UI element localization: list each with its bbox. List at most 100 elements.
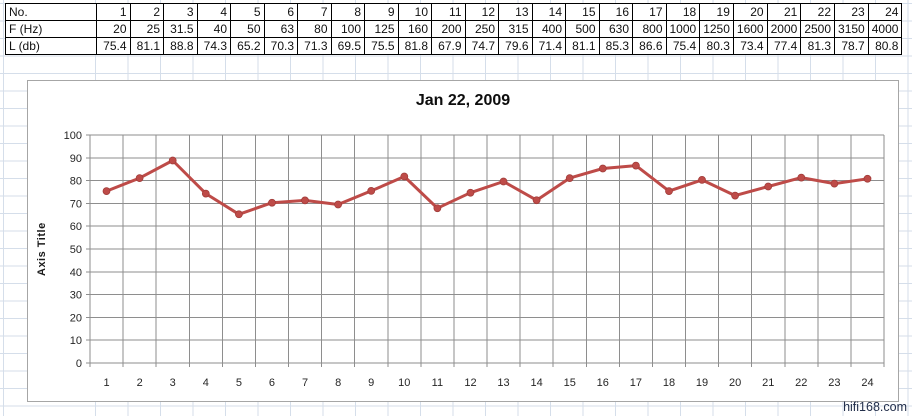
table-cell[interactable]: 25 <box>129 20 164 38</box>
data-point-marker[interactable] <box>102 187 111 195</box>
data-point-marker[interactable] <box>731 191 739 200</box>
y-axis-title[interactable]: Axis Title <box>36 222 48 276</box>
table-cell[interactable]: 50 <box>230 20 265 38</box>
table-cell[interactable]: 80.3 <box>699 37 734 55</box>
table-cell[interactable]: 40 <box>196 20 231 38</box>
table-cell[interactable]: 3 <box>163 3 198 21</box>
table-cell[interactable]: 200 <box>431 20 466 38</box>
table-cell[interactable]: 2 <box>129 3 164 21</box>
data-point-marker[interactable] <box>532 196 541 205</box>
chart[interactable]: 0 10 20 30 40 50 60 70 80 90 100 1 2 3 4 5 6 7 8 9 10 11 12 13 1… <box>27 80 899 402</box>
table-cell[interactable]: 2500 <box>800 20 836 38</box>
table-cell[interactable]: 88.8 <box>163 37 198 55</box>
table-cell[interactable]: 20 <box>732 3 768 21</box>
table-cell[interactable]: 10 <box>397 3 432 21</box>
table-cell[interactable]: 24 <box>867 3 903 21</box>
table-cell[interactable]: 75.4 <box>96 37 131 55</box>
table-cell[interactable]: 19 <box>699 3 734 21</box>
table-cell[interactable]: 80.8 <box>867 37 903 55</box>
data-point-marker[interactable] <box>466 188 475 197</box>
table-cell[interactable]: 67.9 <box>431 37 466 55</box>
row-label-cell[interactable]: No. <box>5 3 97 21</box>
data-point-marker[interactable] <box>201 189 210 198</box>
table-cell[interactable]: 7 <box>297 3 332 21</box>
table-cell[interactable]: 80 <box>297 20 332 38</box>
table-cell[interactable]: 81.1 <box>565 37 600 55</box>
table-cell[interactable]: 21 <box>766 3 802 21</box>
table-cell[interactable]: 8 <box>330 3 365 21</box>
table-cell[interactable]: 2000 <box>766 20 802 38</box>
data-point-marker[interactable] <box>665 187 673 195</box>
table-cell[interactable]: 1000 <box>665 20 701 38</box>
table-cell[interactable]: 500 <box>565 20 600 38</box>
data-point-marker[interactable] <box>830 179 839 188</box>
table-cell[interactable]: 5 <box>230 3 265 21</box>
table-cell[interactable]: 16 <box>598 3 633 21</box>
table-cell[interactable]: 6 <box>263 3 298 21</box>
table-cell[interactable]: 85.3 <box>598 37 633 55</box>
series-line[interactable] <box>105 159 869 216</box>
table-cell[interactable]: 1250 <box>699 20 734 38</box>
table-cell[interactable]: 81.3 <box>800 37 836 55</box>
table-cell[interactable]: 4000 <box>867 20 903 38</box>
data-point-marker[interactable] <box>598 164 607 173</box>
table-cell[interactable]: 63 <box>263 20 298 38</box>
table-cell[interactable]: 77.4 <box>766 37 802 55</box>
table-cell[interactable]: 79.6 <box>498 37 533 55</box>
table-cell[interactable]: 250 <box>464 20 499 38</box>
table-cell[interactable]: 73.4 <box>732 37 768 55</box>
table-cell[interactable]: 100 <box>330 20 365 38</box>
row-label-cell[interactable]: L (db) <box>5 37 97 55</box>
table-cell[interactable]: 18 <box>665 3 701 21</box>
data-point-marker[interactable] <box>499 177 508 186</box>
table-cell[interactable]: 4 <box>196 3 231 21</box>
table-cell[interactable]: 17 <box>632 3 667 21</box>
table-cell[interactable]: 160 <box>397 20 432 38</box>
data-point-marker[interactable] <box>334 200 342 209</box>
table-cell[interactable]: 78.7 <box>834 37 869 55</box>
row-label-cell[interactable]: F (Hz) <box>5 20 97 38</box>
data-point-marker[interactable] <box>565 174 574 182</box>
chart-title[interactable]: Jan 22, 2009 <box>415 92 511 109</box>
table-cell[interactable]: 9 <box>364 3 399 21</box>
table-cell[interactable]: 1600 <box>732 20 768 38</box>
table-cell[interactable]: 630 <box>598 20 633 38</box>
table-cell[interactable]: 70.3 <box>263 37 298 55</box>
table-cell[interactable]: 400 <box>531 20 566 38</box>
data-point-marker[interactable] <box>698 176 706 184</box>
data-point-marker[interactable] <box>433 204 442 213</box>
data-point-marker[interactable] <box>301 196 309 205</box>
data-point-marker[interactable] <box>135 174 144 182</box>
data-point-marker[interactable] <box>400 172 409 181</box>
table-cell[interactable]: 13 <box>498 3 533 21</box>
data-point-marker[interactable] <box>764 182 773 191</box>
table-cell[interactable]: 75.5 <box>364 37 399 55</box>
data-point-marker[interactable] <box>367 187 376 195</box>
data-point-marker[interactable] <box>168 156 177 165</box>
table-cell[interactable]: 75.4 <box>665 37 701 55</box>
table-cell[interactable]: 20 <box>96 20 131 38</box>
table-cell[interactable]: 14 <box>531 3 566 21</box>
table-cell[interactable]: 81.8 <box>397 37 432 55</box>
table-cell[interactable]: 1 <box>96 3 131 21</box>
table-cell[interactable]: 74.3 <box>196 37 231 55</box>
table-cell[interactable]: 3150 <box>834 20 869 38</box>
table-cell[interactable]: 800 <box>632 20 667 38</box>
data-point-marker[interactable] <box>268 198 276 207</box>
table-cell[interactable]: 11 <box>431 3 466 21</box>
table-cell[interactable]: 125 <box>364 20 399 38</box>
data-point-marker[interactable] <box>235 210 243 219</box>
table-cell[interactable]: 74.7 <box>464 37 499 55</box>
table-cell[interactable]: 15 <box>565 3 600 21</box>
table-cell[interactable]: 315 <box>498 20 533 38</box>
table-cell[interactable]: 71.3 <box>297 37 332 55</box>
table-cell[interactable]: 81.1 <box>129 37 164 55</box>
data-point-marker[interactable] <box>797 173 806 182</box>
table-cell[interactable]: 31.5 <box>163 20 198 38</box>
table-cell[interactable]: 65.2 <box>230 37 265 55</box>
table-cell[interactable]: 71.4 <box>531 37 566 55</box>
table-cell[interactable]: 23 <box>834 3 869 21</box>
table-cell[interactable]: 69.5 <box>330 37 365 55</box>
table-cell[interactable]: 22 <box>800 3 836 21</box>
data-point-marker[interactable] <box>863 174 872 183</box>
